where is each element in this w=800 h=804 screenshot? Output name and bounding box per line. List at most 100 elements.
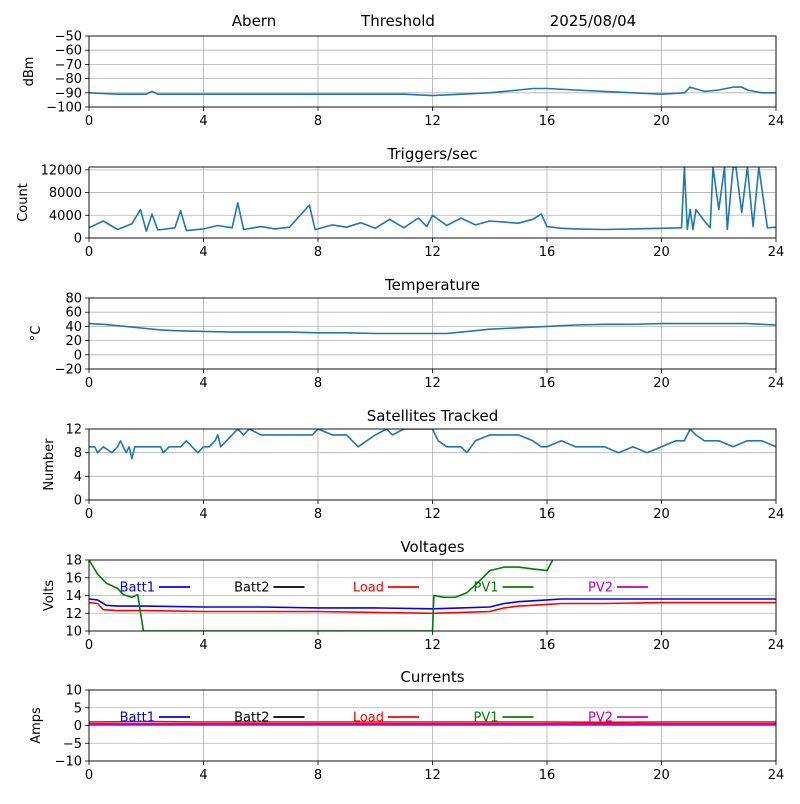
voltages-series-line-2 (89, 601, 776, 615)
voltages-legend-label: PV2 (588, 581, 613, 596)
voltages-legend-label: Load (353, 581, 384, 596)
voltages-series-line-0 (89, 598, 776, 610)
temperature-y-tick-label: 60 (65, 306, 82, 321)
voltages-y-tick-label: 18 (65, 554, 82, 569)
voltages-y-tick-label: 16 (65, 571, 82, 586)
voltages-y-tick-label: 14 (65, 589, 82, 604)
rssi-y-label: dBm (22, 57, 37, 87)
rssi-x-tick-label: 24 (768, 114, 785, 129)
satellites-x-tick-label: 0 (85, 507, 93, 522)
triggers-y-tick-label: 4000 (49, 209, 82, 224)
satellites-y-tick-label: 12 (65, 423, 82, 438)
currents-y-tick-label: 5 (74, 701, 82, 716)
currents-y-tick-label: −10 (55, 755, 82, 770)
currents-series-line-2 (89, 720, 776, 724)
temperature-x-tick-label: 0 (85, 376, 93, 391)
satellites-x-tick-label: 20 (653, 507, 670, 522)
rssi-y-tick-label: −60 (55, 44, 82, 59)
temperature-x-tick-label: 12 (424, 376, 441, 391)
currents-x-tick-label: 0 (85, 768, 93, 783)
currents-legend-label: Batt1 (120, 711, 155, 726)
currents-legend-label: Load (353, 711, 384, 726)
voltages-x-tick-label: 12 (424, 638, 441, 653)
currents-y-label: Amps (29, 707, 44, 744)
currents-y-tick-label: 0 (74, 719, 82, 734)
currents-x-tick-label: 20 (653, 768, 670, 783)
rssi-y-tick-label: −70 (55, 58, 82, 73)
voltages-y-label: Volts (42, 580, 57, 612)
triggers-y-tick-label: 0 (74, 232, 82, 247)
voltages-legend-label: PV1 (473, 581, 498, 596)
rssi-y-tick-label: −50 (55, 30, 82, 45)
voltages-panel: 0 4 8 12 16 20 24 10 12 14 16 18 Voltages Volts Batt1 B… (42, 538, 784, 653)
satellites-x-tick-label: 8 (314, 507, 322, 522)
rssi-y-tick-label: −80 (55, 72, 82, 87)
voltages-x-tick-label: 16 (539, 638, 556, 653)
temperature-y-tick-label: 80 (65, 292, 82, 307)
voltages-x-tick-label: 4 (199, 638, 207, 653)
rssi-x-tick-label: 20 (653, 114, 670, 129)
satellites-series-line-0 (89, 429, 776, 460)
voltages-title: Voltages (400, 538, 464, 556)
rssi-x-tick-label: 16 (539, 114, 556, 129)
triggers-y-label: Count (16, 183, 31, 222)
temperature-series-line-0 (89, 322, 776, 335)
currents-x-tick-label: 24 (768, 768, 785, 783)
rssi-y-tick-label: −90 (55, 86, 82, 101)
voltages-series-line-3 (89, 560, 554, 631)
voltages-x-tick-label: 20 (653, 638, 670, 653)
triggers-x-tick-label: 12 (424, 245, 441, 260)
triggers-y-tick-label: 8000 (49, 186, 82, 201)
triggers-x-tick-label: 8 (314, 245, 322, 260)
currents-x-tick-label: 8 (314, 768, 322, 783)
satellites-y-tick-label: 8 (74, 446, 82, 461)
triggers-title: Triggers/sec (387, 145, 478, 163)
currents-x-tick-label: 16 (539, 768, 556, 783)
currents-y-tick-label: 10 (65, 684, 82, 699)
triggers-x-tick-label: 0 (85, 245, 93, 260)
voltages-legend-label: Batt1 (120, 581, 155, 596)
currents-y-tick-label: −5 (63, 737, 82, 752)
rssi-x-tick-label: 4 (199, 114, 207, 129)
rssi-x-tick-label: 8 (314, 114, 322, 129)
temperature-y-tick-label: 40 (65, 320, 82, 335)
satellites-x-tick-label: 16 (539, 507, 556, 522)
temperature-y-tick-label: −20 (55, 363, 82, 378)
rssi-x-tick-label: 12 (424, 114, 441, 129)
triggers-panel: 0 4 8 12 16 20 24 0 4000 8000 12000 Triggers/sec Cou… (16, 145, 784, 260)
currents-x-tick-label: 12 (424, 768, 441, 783)
triggers-x-tick-label: 20 (653, 245, 670, 260)
voltages-x-tick-label: 8 (314, 638, 322, 653)
voltages-x-tick-label: 0 (85, 638, 93, 653)
currents-legend-label: PV1 (473, 711, 498, 726)
currents-x-tick-label: 4 (199, 768, 207, 783)
rssi-y-tick-label: −100 (46, 101, 82, 116)
satellites-x-tick-label: 4 (199, 507, 207, 522)
voltages-legend-label: Batt2 (234, 581, 269, 596)
satellites-panel: 0 4 8 12 16 20 24 0 4 8 12 Satellites Tracked Number (42, 407, 784, 522)
triggers-y-tick-label: 12000 (41, 163, 82, 178)
temperature-x-tick-label: 24 (768, 376, 785, 391)
triggers-x-tick-label: 24 (768, 245, 785, 260)
satellites-x-tick-label: 12 (424, 507, 441, 522)
temperature-y-tick-label: 20 (65, 334, 82, 349)
satellites-y-tick-label: 4 (74, 470, 82, 485)
temperature-x-tick-label: 8 (314, 376, 322, 391)
rssi-series-line-0 (89, 86, 776, 97)
satellites-y-label: Number (42, 438, 57, 491)
currents-title: Currents (400, 668, 464, 686)
currents-legend-label: Batt2 (234, 711, 269, 726)
rssi-x-tick-label: 0 (85, 114, 93, 129)
rssi-panel: 0 4 8 12 16 20 24 −50−60−70−80−90−100 dBm (22, 30, 784, 130)
currents-legend-label: PV2 (588, 711, 613, 726)
voltages-x-tick-label: 24 (768, 638, 785, 653)
satellites-y-tick-label: 0 (74, 494, 82, 509)
satellites-title: Satellites Tracked (367, 407, 498, 425)
temperature-x-tick-label: 4 (199, 376, 207, 391)
voltages-y-tick-label: 12 (65, 607, 82, 622)
satellites-x-tick-label: 24 (768, 507, 785, 522)
currents-panel: 0 4 8 12 16 20 24 −10 −5 0 5 10 Currents Amps Batt1 Bat… (29, 668, 784, 783)
